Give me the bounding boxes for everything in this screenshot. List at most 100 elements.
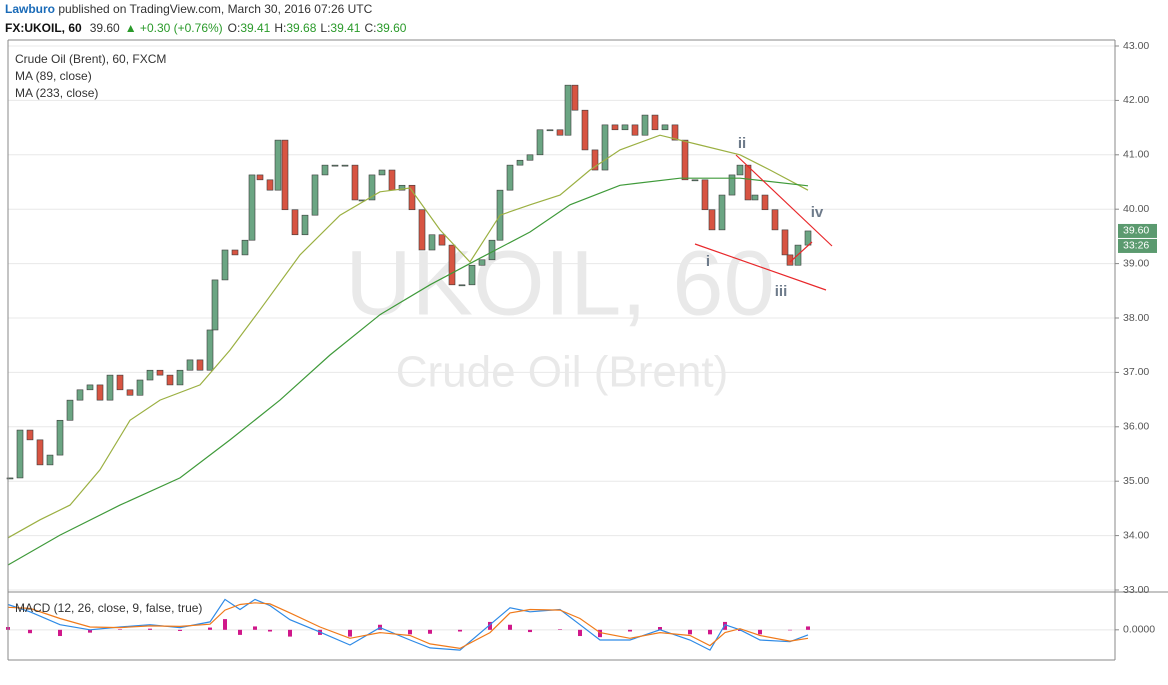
candle <box>221 249 229 281</box>
candle <box>751 194 759 201</box>
y-tick-label: 34.00 <box>1123 529 1149 541</box>
ohlc-label: L: <box>320 21 330 35</box>
candle <box>488 239 496 261</box>
candle <box>581 109 589 151</box>
candle <box>611 124 619 131</box>
histogram-bar <box>598 629 602 638</box>
candle <box>516 159 524 166</box>
candle <box>368 174 376 201</box>
candle <box>781 229 789 256</box>
legend-entry: MA (233, close) <box>15 86 98 100</box>
histogram-bar <box>528 629 532 633</box>
histogram-bar <box>223 619 227 630</box>
y-tick-label: 41.00 <box>1123 149 1149 161</box>
candle <box>136 379 144 396</box>
candle <box>744 164 752 201</box>
histogram-bar <box>253 626 257 630</box>
y-tick-label: 33.00 <box>1123 584 1149 596</box>
y-tick-label: 0.0000 <box>1123 624 1155 636</box>
y-tick-label: 35.00 <box>1123 475 1149 487</box>
y-tick-label: 42.00 <box>1123 94 1149 106</box>
candle <box>76 389 84 401</box>
candle <box>266 179 274 191</box>
candle <box>146 369 154 381</box>
candle <box>388 169 396 191</box>
candle <box>546 129 554 132</box>
candle <box>231 249 239 256</box>
candle <box>156 369 164 376</box>
histogram-bar <box>578 629 582 637</box>
last-price-box <box>1118 223 1157 238</box>
candle <box>681 139 689 181</box>
watermark-symbol: UKOIL, 60 <box>345 232 775 334</box>
candle <box>166 374 174 386</box>
candle <box>641 114 649 136</box>
candle <box>661 124 669 131</box>
symbol: FX:UKOIL, 60 <box>5 21 82 35</box>
header-quote: FX:UKOIL, 60 39.60 ▲ +0.30 (+0.76%) O:39.41… <box>5 21 407 35</box>
wave-label: iv <box>811 204 824 221</box>
candle <box>311 174 319 216</box>
histogram-bar <box>348 629 352 637</box>
candle <box>378 169 386 176</box>
line <box>7 602 809 650</box>
histogram-bar <box>658 627 662 630</box>
histogram-bar <box>806 626 810 630</box>
y-tick-label: 37.00 <box>1123 366 1149 378</box>
candle <box>761 194 769 211</box>
candle <box>438 234 446 246</box>
histogram-bar <box>58 629 62 637</box>
candle <box>571 84 579 111</box>
candle <box>116 374 124 391</box>
candle <box>248 174 256 241</box>
candle <box>206 329 214 371</box>
candle <box>291 209 299 236</box>
candle <box>86 384 94 391</box>
marks <box>6 84 812 651</box>
candle <box>418 209 426 251</box>
published: published on TradingView.com, March 30, … <box>58 2 372 16</box>
histogram-bar <box>88 629 92 633</box>
wave-label: iii <box>775 283 788 300</box>
candle <box>728 174 736 196</box>
candle <box>36 439 44 466</box>
countdown-label: 33:26 <box>1123 240 1149 252</box>
y-tick-label: 43.00 <box>1123 40 1149 52</box>
trend-line <box>694 243 827 291</box>
candle <box>651 114 659 131</box>
candle <box>506 164 514 191</box>
candle <box>66 399 74 421</box>
histogram-bar <box>178 629 182 631</box>
candle <box>321 164 329 176</box>
watermark-description: Crude Oil (Brent) <box>396 348 729 397</box>
y-tick-label: 36.00 <box>1123 421 1149 433</box>
histogram-bar <box>118 629 122 630</box>
change: ▲ +0.30 (+0.76%) <box>125 21 223 35</box>
candle <box>771 209 779 231</box>
ohlc-label: O: <box>228 21 241 35</box>
candle <box>341 164 349 167</box>
candle <box>708 209 716 231</box>
pane-title: MACD (12, 26, close, 9, false, true) <box>15 601 202 615</box>
candle <box>701 179 709 211</box>
candle <box>478 259 486 266</box>
grid <box>8 45 1115 631</box>
candle <box>408 184 416 211</box>
ohlc-value: 39.68 <box>286 21 316 35</box>
candle <box>26 429 34 441</box>
candle <box>601 124 609 171</box>
ohlc-label: C: <box>364 21 376 35</box>
legend-entry: Crude Oil (Brent), 60, FXCM <box>15 52 166 66</box>
histogram-bar <box>148 628 152 630</box>
line <box>7 134 809 539</box>
histogram-bar <box>268 629 272 632</box>
candle <box>351 164 359 201</box>
line <box>7 177 809 566</box>
candle <box>96 384 104 401</box>
y-tick-label: 39.00 <box>1123 257 1149 269</box>
histogram-bar <box>688 629 692 635</box>
y-tick-label: 40.00 <box>1123 203 1149 215</box>
countdown-box <box>1118 238 1157 253</box>
axes: 33.00 34.00 35.00 36.00 37.00 38.00 39.00 40.00… <box>1115 40 1157 636</box>
histogram-bar <box>788 629 792 631</box>
